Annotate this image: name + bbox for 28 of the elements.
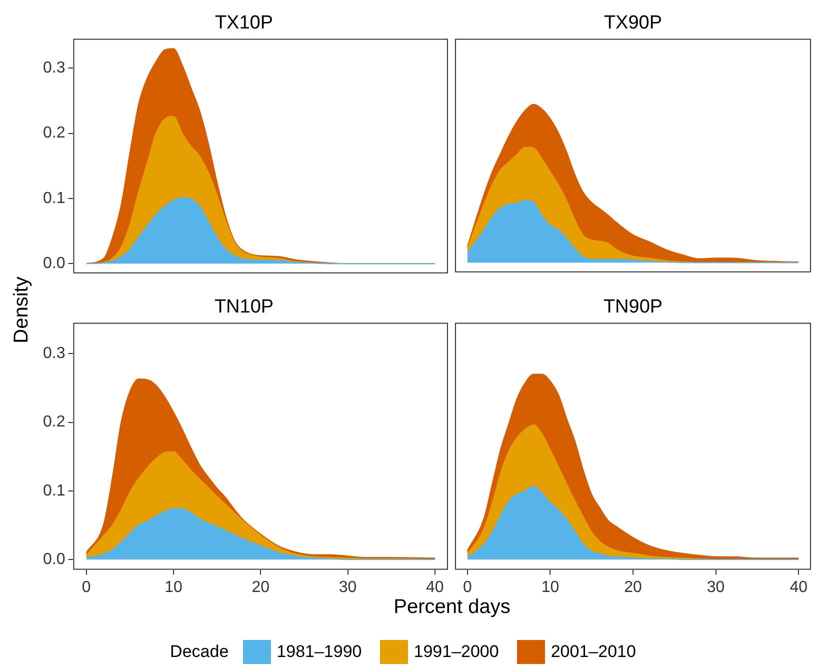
- x-tick-label: 0: [82, 578, 91, 596]
- chart-title: TX10P: [214, 12, 274, 34]
- legend-title: Decade: [170, 642, 229, 662]
- x-tick-label: 30: [338, 578, 357, 596]
- y-tick-label: 0.3: [42, 60, 66, 77]
- y-tick-label: 0.2: [42, 124, 66, 142]
- legend-label: 2001–2010: [550, 642, 636, 662]
- x-axis-title: Percent days: [394, 596, 510, 619]
- x-tick-label: 10: [164, 578, 182, 596]
- y-tick-label: 0.0: [42, 255, 66, 272]
- y-tick-label: 0.1: [42, 482, 66, 500]
- legend-label: 1981–1990: [276, 642, 362, 662]
- legend-label: 1991–2000: [414, 642, 499, 662]
- y-tick-label: 0.2: [42, 414, 66, 431]
- y-axis-title: Density: [10, 276, 34, 344]
- x-tick-label: 20: [624, 578, 642, 596]
- x-tick-label: 40: [426, 578, 444, 596]
- chart-title: TX90P: [604, 12, 662, 34]
- chart-title: TN10P: [214, 296, 274, 318]
- x-tick-label: 40: [790, 578, 808, 596]
- y-tick-label: 0.1: [42, 190, 66, 207]
- x-tick-label: 20: [252, 578, 270, 596]
- y-tick-label: 0.3: [42, 345, 66, 362]
- y-tick-label: 0.0: [42, 550, 66, 568]
- x-tick-label: 0: [462, 578, 472, 596]
- chart-title: TN90P: [603, 296, 663, 318]
- x-tick-label: 10: [541, 578, 560, 596]
- x-tick-label: 30: [706, 578, 725, 596]
